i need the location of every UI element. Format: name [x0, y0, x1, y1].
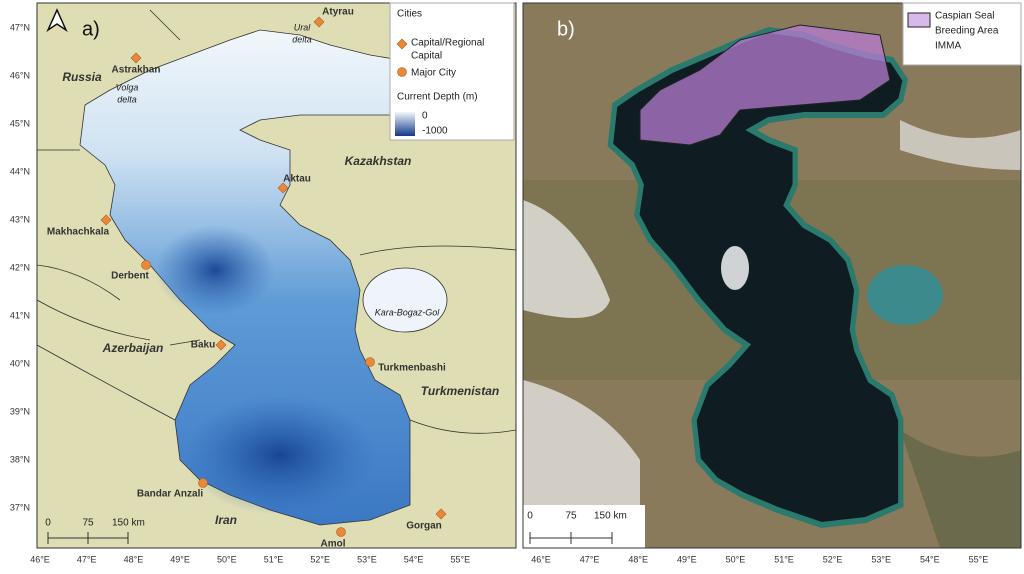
legend-label: Caspian Seal: [935, 11, 994, 22]
lon-label: 46°E: [531, 554, 551, 564]
feature-label: Volga: [116, 82, 139, 92]
lat-label: 40°N: [10, 358, 30, 368]
feature-label: Ural: [294, 22, 312, 32]
lat-label: 38°N: [10, 454, 30, 464]
legend-label: -1000: [422, 126, 448, 137]
legend-title: Current Depth (m): [397, 92, 478, 103]
city-marker: [141, 260, 151, 270]
lat-label: 37°N: [10, 502, 30, 512]
imma-swatch: [907, 12, 931, 28]
city-label: Derbent: [111, 271, 149, 282]
city-label: Amol: [321, 539, 346, 550]
legend-label: Capital/Regional: [411, 38, 484, 49]
city-label: Astrakhan: [112, 65, 161, 76]
lat-label: 45°N: [10, 118, 30, 128]
city-label: Gorgan: [406, 521, 442, 532]
scale-label: 150 km: [112, 518, 145, 529]
country-label: Kazakhstan: [345, 154, 412, 168]
capital-marker: [435, 508, 447, 520]
capital-marker: [130, 52, 142, 64]
city-label: Makhachkala: [47, 227, 110, 238]
lat-label: 44°N: [10, 166, 30, 176]
lon-label: 52°E: [310, 554, 330, 564]
lon-label: 54°E: [404, 554, 424, 564]
city-marker: [336, 527, 346, 537]
legend-label: IMMA: [935, 41, 961, 52]
lon-label: 48°E: [124, 554, 144, 564]
lat-label: 47°N: [10, 22, 30, 32]
legend-title: Cities: [397, 9, 422, 20]
scale-label: 75: [565, 511, 577, 522]
lon-label: 55°E: [969, 554, 989, 564]
city-marker: [365, 357, 375, 367]
scale-label: 150 km: [594, 511, 627, 522]
scale-label: 0: [45, 518, 51, 529]
depth-swatch: [395, 112, 415, 136]
lon-label: 53°E: [871, 554, 891, 564]
lon-label: 50°E: [217, 554, 237, 564]
lon-label: 46°E: [30, 554, 50, 564]
panel-b-map: [523, 3, 1021, 548]
country-label: Iran: [215, 513, 237, 527]
lon-label: 50°E: [726, 554, 746, 564]
lon-label: 47°E: [580, 554, 600, 564]
capital-marker: [277, 182, 289, 194]
lat-label: 43°N: [10, 214, 30, 224]
city-label: Turkmenbashi: [378, 363, 446, 374]
lon-label: 54°E: [920, 554, 940, 564]
city-label: Aktau: [283, 174, 311, 185]
legend-label: Breeding Area: [935, 26, 999, 37]
lat-label: 42°N: [10, 262, 30, 272]
legend-label: 0: [422, 111, 428, 122]
lon-label: 52°E: [823, 554, 843, 564]
panel-a-frame: [36, 2, 517, 549]
scale-label: 0: [527, 511, 533, 522]
lon-label: 53°E: [357, 554, 377, 564]
city-label: Atyrau: [322, 7, 354, 18]
lon-label: 55°E: [450, 554, 470, 564]
capital-marker: [100, 214, 112, 226]
panel-label: b): [557, 18, 575, 40]
lon-label: 48°E: [628, 554, 648, 564]
lon-label: 51°E: [264, 554, 284, 564]
lon-label: 49°E: [170, 554, 190, 564]
capital-marker: [313, 16, 325, 28]
scale-label: 75: [82, 518, 94, 529]
legend-label: Major City: [411, 68, 456, 79]
country-label: Russia: [62, 70, 102, 84]
country-label: Turkmenistan: [421, 384, 499, 398]
city-marker: [198, 478, 208, 488]
panel-label: a): [82, 18, 100, 40]
lat-label: 46°N: [10, 70, 30, 80]
country-label: Azerbaijan: [102, 341, 164, 355]
city-label: Baku: [191, 340, 215, 351]
lon-label: 49°E: [677, 554, 697, 564]
feature-label: delta: [117, 94, 137, 104]
lon-label: 47°E: [77, 554, 97, 564]
lon-label: 51°E: [774, 554, 794, 564]
feature-label: Kara-Bogaz-Gol: [375, 307, 441, 317]
panel-b-frame: [522, 2, 1022, 549]
capital-marker: [215, 339, 227, 351]
lat-label: 41°N: [10, 310, 30, 320]
legend-label: Capital: [411, 51, 442, 62]
lat-label: 39°N: [10, 406, 30, 416]
feature-label: delta: [292, 34, 312, 44]
city-label: Bandar Anzali: [137, 489, 204, 500]
